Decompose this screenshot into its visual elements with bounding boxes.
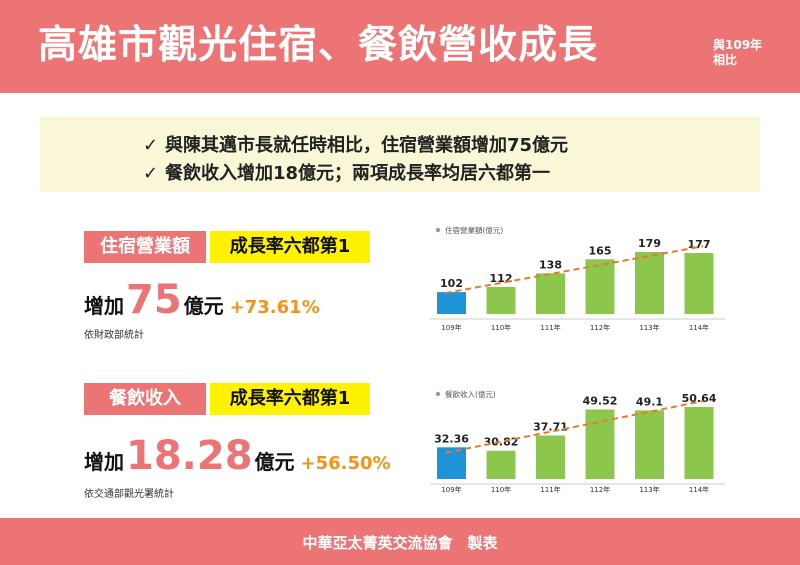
legend-marker: [435, 227, 441, 233]
lodging-increase: 增加75 億元 +73.61%: [84, 277, 320, 323]
summary-box: ✓ 與陳其邁市長就任時相比，住宿營業額增加75億元 ✓ 餐飲收入增加18億元；兩項成…: [40, 117, 760, 192]
lodging-chart: 住宿營業額(億元) 102 109年 112 110年 138 111年 165 112年 179…: [430, 225, 725, 332]
bar-111年: [536, 273, 565, 314]
bar-109年: [437, 447, 466, 479]
tick-label: 113年: [639, 485, 659, 494]
data-label: 179: [638, 237, 661, 250]
title-note-line2: 相比: [713, 53, 738, 67]
tick-label: 113年: [639, 323, 659, 332]
summary-line-2: ✓ 餐飲收入增加18億元；兩項成長率均居六都第一: [143, 159, 550, 185]
tick-label: 112年: [590, 323, 610, 332]
dining-rank-badge: 成長率六都第1: [210, 383, 370, 415]
bar-114年: [684, 407, 714, 479]
data-label: 50.64: [682, 392, 717, 405]
lodging-increase-unit: 億元: [183, 294, 224, 318]
lodging-increase-pct: +73.61%: [229, 297, 320, 318]
bar-109年: [437, 292, 466, 314]
dining-label: 餐飲收入: [84, 383, 206, 415]
page-title: 高雄市觀光住宿、餐飲營收成長: [38, 23, 599, 68]
dining-source: 依交通部觀光署統計: [84, 489, 174, 500]
title-note-line1: 與109年: [713, 38, 763, 52]
dining-increase: 增加18.28 億元 +56.50%: [84, 433, 391, 479]
data-label: 32.36: [434, 432, 469, 445]
lodging-increase-prefix: 增加: [84, 294, 124, 318]
lodging-rank-badge: 成長率六都第1: [210, 231, 370, 263]
data-label: 165: [589, 244, 612, 257]
tick-label: 111年: [540, 485, 560, 494]
bar-110年: [486, 286, 516, 314]
legend-marker: [435, 391, 441, 397]
bar-111年: [536, 435, 565, 479]
tick-label: 112年: [590, 485, 610, 494]
tick-label: 114年: [689, 485, 709, 494]
tick-label: 110年: [491, 323, 511, 332]
tick-label: 111年: [540, 323, 560, 332]
footer-text: 中華亞太菁英交流協會 製表: [302, 534, 498, 552]
bar-113年: [635, 252, 664, 314]
check-icon: ✓: [143, 135, 159, 156]
data-label: 37.71: [533, 421, 568, 434]
footer: 中華亞太菁英交流協會 製表: [0, 518, 800, 565]
summary-line-1-text: 與陳其邁市長就任時相比，住宿營業額增加75億元: [165, 135, 569, 156]
dining-chart: 餐飲收入(億元) 32.36 109年 30.82 110年 37.71 111年 49.52…: [430, 389, 725, 494]
lodging-label: 住宿營業額: [84, 231, 206, 263]
dining-increase-prefix: 增加: [84, 450, 124, 474]
legend-label: 住宿營業額(億元): [445, 225, 503, 235]
trend-line: [445, 400, 704, 454]
bar-113年: [635, 410, 664, 479]
dining-increase-unit: 億元: [254, 450, 295, 474]
bar-110年: [486, 450, 516, 479]
data-label: 102: [440, 277, 463, 290]
tick-label: 109年: [441, 323, 461, 332]
data-label: 177: [688, 238, 711, 251]
legend-label: 餐飲收入(億元): [445, 389, 496, 399]
data-label: 49.1: [636, 395, 663, 408]
trend-line: [445, 245, 704, 294]
data-label: 138: [539, 258, 562, 271]
tick-label: 109年: [441, 485, 461, 494]
lodging-source: 依財政部統計: [84, 330, 144, 341]
bar-114年: [684, 253, 714, 314]
title-note: 與109年 相比: [713, 38, 773, 68]
data-label: 30.82: [484, 436, 519, 449]
bar-112年: [585, 409, 615, 479]
data-label: 49.52: [583, 394, 618, 407]
summary-line-1: ✓ 與陳其邁市長就任時相比，住宿營業額增加75億元: [143, 131, 568, 157]
lodging-increase-value: 75: [126, 277, 182, 323]
tick-label: 114年: [689, 323, 709, 332]
dining-increase-value: 18.28: [126, 433, 253, 479]
dining-increase-pct: +56.50%: [300, 453, 391, 474]
data-label: 112: [490, 272, 513, 285]
header-banner: 高雄市觀光住宿、餐飲營收成長 與109年 相比: [0, 0, 800, 93]
check-icon: ✓: [143, 163, 159, 184]
bar-112年: [585, 259, 615, 314]
tick-label: 110年: [491, 485, 511, 494]
summary-line-2-text: 餐飲收入增加18億元；兩項成長率均居六都第一: [165, 163, 551, 184]
